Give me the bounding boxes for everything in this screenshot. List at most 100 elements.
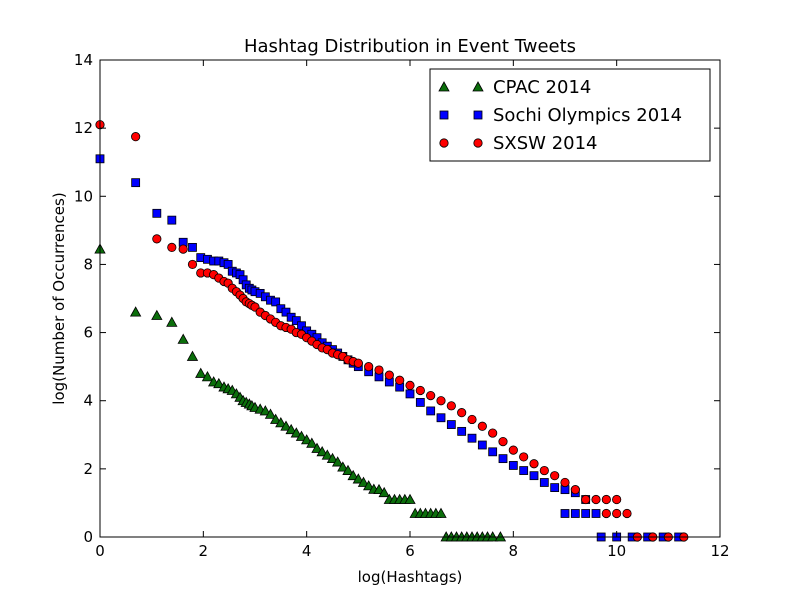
x-tick-label: 6 [405,542,415,560]
legend-marker [473,110,483,120]
data-point [405,380,415,390]
data-point [152,234,162,244]
data-point [201,371,214,382]
data-point [362,480,375,491]
data-point [508,445,518,455]
data-point [357,476,370,487]
data-point [167,215,177,225]
data-point [337,461,349,472]
legend-marker [439,110,449,120]
data-point [415,398,425,407]
data-point [295,430,308,441]
y-tick-label: 2 [83,460,93,478]
data-point [378,486,390,498]
tick-layer: 0 2 4 6 8 10 12 0 2 4 6 8 10 12 14 [74,51,730,560]
data-point [395,375,405,385]
chart-title: Hashtag Distribution in Event Tweets [244,36,576,57]
data-point [259,405,272,416]
data-point [374,365,384,375]
data-point [311,442,323,453]
data-point [352,473,365,484]
data-point [488,447,498,457]
data-point [316,445,328,457]
data-point [426,391,436,401]
data-point [436,413,446,423]
data-point [213,377,225,389]
data-point [331,456,344,467]
series-2 [95,120,689,542]
data-point [152,208,162,218]
data-point [281,307,291,317]
data-point [405,389,415,399]
data-point [446,420,456,429]
data-point [195,367,207,378]
data-point [300,434,313,445]
data-point [581,494,591,505]
data-point [151,309,163,320]
data-point [529,471,539,481]
data-point [581,509,591,518]
data-point [326,452,339,464]
marks-layer [94,120,689,542]
data-point [519,466,529,475]
data-point [353,358,363,368]
data-point [364,362,374,372]
data-point [280,420,292,431]
legend-marker [438,81,450,92]
legend-entry: CPAC 2014 [438,77,591,98]
data-point [622,508,632,519]
data-point [426,406,436,416]
data-point [601,494,611,505]
data-point [347,469,359,481]
legend-label: CPAC 2014 [493,77,591,98]
data-point [177,333,189,344]
data-point [467,414,477,425]
y-axis-label: log(Number of Occurrences) [50,192,68,404]
data-point [519,452,529,462]
y-tick-label: 4 [83,392,93,410]
data-point [187,259,198,270]
legend-entry: Sochi Olympics 2014 [439,105,682,126]
y-tick-label: 10 [74,187,93,205]
data-point [446,401,456,411]
series-0 [94,243,507,542]
data-point [488,428,498,438]
data-point [415,385,425,396]
data-point [539,478,549,487]
data-point [498,454,508,464]
y-tick-label: 12 [74,119,93,137]
data-point [612,494,622,505]
data-point [467,433,477,443]
data-point [321,449,334,460]
data-point [570,485,580,495]
data-point [498,436,508,447]
data-point [285,423,297,435]
data-point [612,508,622,519]
x-tick-label: 12 [710,542,729,560]
data-point [550,483,560,492]
legend-entry: SXSW 2014 [439,133,598,154]
data-point [529,459,539,469]
legend-marker [473,138,483,148]
data-point [188,242,197,252]
legend-label: SXSW 2014 [493,133,598,154]
data-point [167,242,177,252]
data-point [166,316,178,327]
data-point [435,507,447,518]
legend-marker [472,81,484,92]
data-point [404,493,416,504]
x-tick-label: 10 [607,542,626,560]
data-point [131,132,141,142]
x-axis-label: log(Hashtags) [358,568,463,586]
data-point [508,461,518,470]
data-point [550,471,560,481]
data-point [269,413,282,424]
data-point [436,396,446,406]
data-point [560,477,570,488]
data-point [457,408,467,418]
series-1 [95,154,684,542]
x-tick-label: 2 [199,542,209,560]
data-point [306,437,318,448]
data-point [290,427,303,438]
x-tick-label: 4 [302,542,312,560]
